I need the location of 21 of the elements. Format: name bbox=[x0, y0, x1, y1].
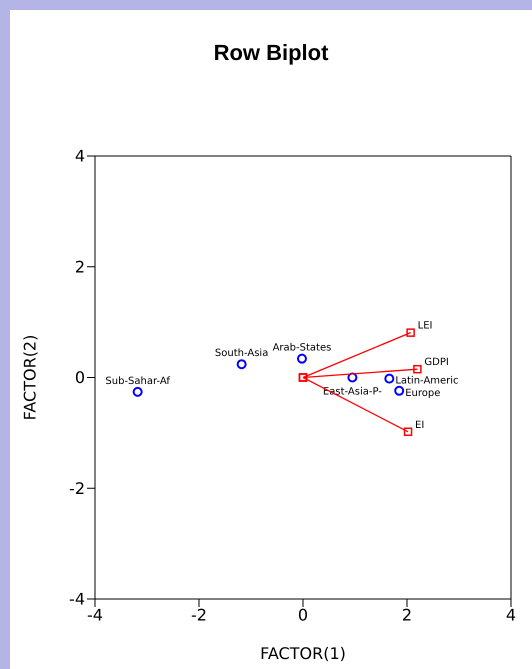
x-tick-label: 2 bbox=[402, 605, 412, 624]
x-tick-label: 4 bbox=[506, 605, 516, 624]
y-axis-title: FACTOR(2) bbox=[20, 334, 40, 420]
series-label: LEI bbox=[418, 320, 432, 332]
x-tick-label: 0 bbox=[298, 605, 308, 624]
y-tick-label: 2 bbox=[74, 257, 85, 276]
y-tick-label: -2 bbox=[69, 478, 85, 498]
y-tick-label: -4 bbox=[69, 590, 85, 609]
y-tick-label: 0 bbox=[74, 368, 85, 388]
x-axis-title: FACTOR(1) bbox=[260, 644, 346, 663]
data-label: South-Asia bbox=[214, 348, 268, 360]
series-label: GDPI bbox=[424, 357, 449, 368]
series-label: EI bbox=[415, 420, 424, 431]
data-label: Arab-States bbox=[272, 342, 332, 354]
data-label: Latin-Americ bbox=[395, 376, 459, 387]
data-label: Sub-Sahar-Af bbox=[105, 376, 170, 387]
chart-title: Row Biplot bbox=[212, 40, 330, 66]
y-tick-label: 4 bbox=[74, 146, 85, 166]
x-tick-label: -4 bbox=[87, 605, 103, 624]
data-label: Europe bbox=[405, 388, 440, 399]
x-tick-label: -2 bbox=[191, 605, 207, 624]
